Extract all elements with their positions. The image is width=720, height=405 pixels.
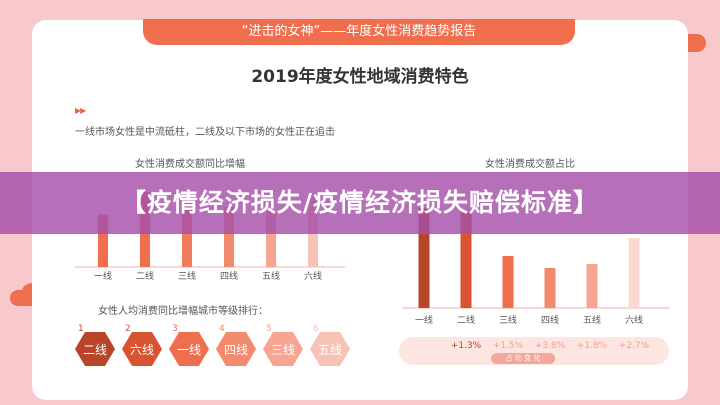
tick-label: 一线 (414, 316, 433, 326)
tick-label: 六线 (303, 272, 322, 282)
change-value: +1.8% (576, 341, 608, 351)
rank-number: 2 (125, 324, 131, 334)
change-value: +1.3% (450, 341, 482, 351)
change-value: +1.5% (492, 341, 524, 351)
description-text: 一线市场女性是中流砥柱，二线及以下市场的女性正在追击 (75, 127, 335, 138)
rank-number: 3 (172, 324, 178, 334)
tick-label: 五线 (261, 272, 280, 282)
rank-number: 1 (78, 324, 84, 334)
bar-五线 (266, 210, 276, 267)
tick-label: 二线 (135, 272, 154, 282)
bar-四线 (224, 207, 234, 267)
chart2-area (402, 208, 670, 309)
bar-六线 (628, 238, 640, 308)
tick-label: 三线 (498, 316, 517, 326)
report-header: “进击的女神”——年度女性消费趋势报告 (143, 19, 575, 45)
tick-label: 五线 (582, 316, 601, 326)
change-value: +2.7% (618, 341, 650, 351)
rank-number: 6 (313, 324, 319, 334)
bar-三线 (502, 256, 514, 308)
rank-number: 5 (266, 324, 272, 334)
change-caption: 占 比 变 化 (491, 353, 555, 364)
change-value: +3.8% (534, 341, 566, 351)
tick-label: 六线 (624, 316, 643, 326)
tick-label: 四线 (219, 272, 238, 282)
tick-label: 一线 (93, 272, 112, 282)
arrow-icon: ▶▶ (75, 106, 86, 115)
bar-一线 (98, 214, 108, 267)
rank-section-title: 女性人均消费同比增幅城市等级排行： (98, 306, 268, 317)
overlay-banner: 【疫情经济损失/疫情经济损失赔偿标准】 (0, 172, 720, 234)
main-title: 2019年度女性地域消费特色 (251, 67, 469, 87)
bar-一线 (418, 208, 430, 308)
bar-四线 (544, 268, 556, 308)
tick-label: 二线 (456, 316, 475, 326)
tick-label: 三线 (177, 272, 196, 282)
chart1-title: 女性消费成交额同比增幅 (135, 159, 245, 170)
tick-label: 四线 (540, 316, 559, 326)
bar-五线 (586, 264, 598, 308)
bar-三线 (182, 203, 192, 267)
chart2-title: 女性消费成交额占比 (485, 159, 575, 170)
bar-二线 (460, 210, 472, 308)
rank-number: 4 (219, 324, 225, 334)
